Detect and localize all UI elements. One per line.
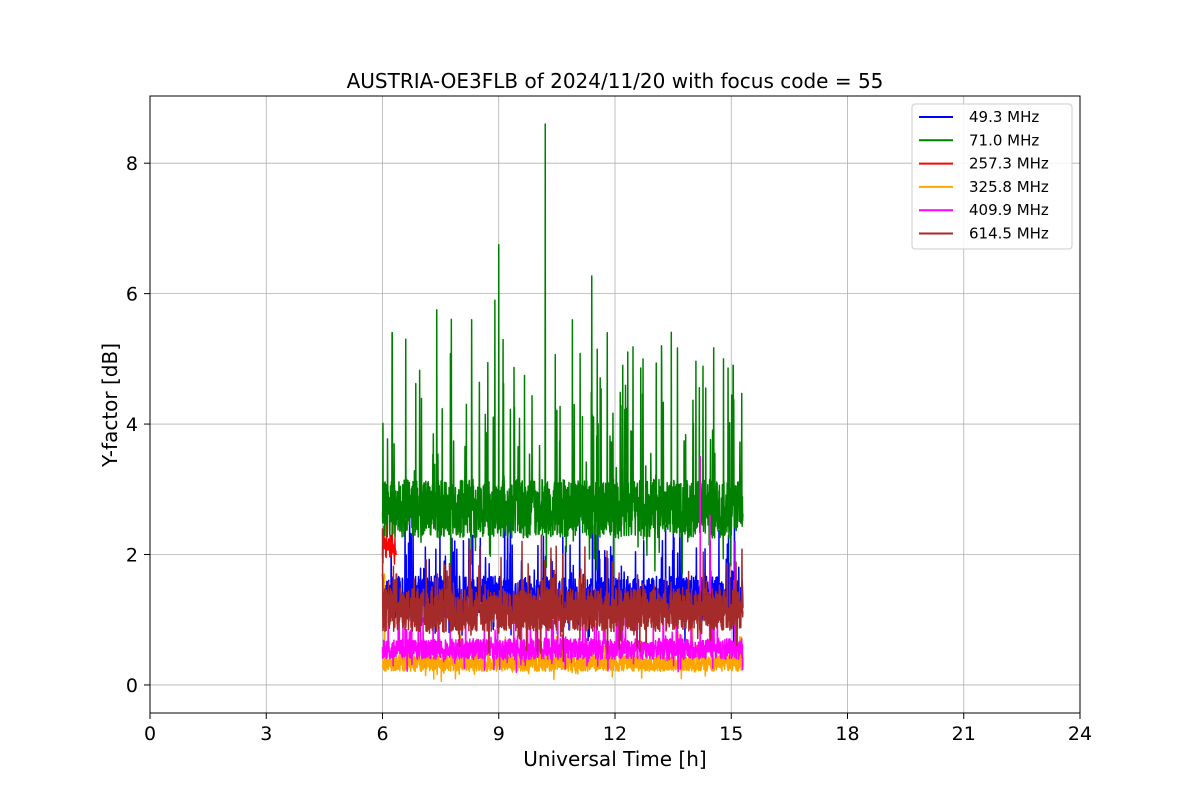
y-tick-label: 4 (126, 414, 138, 436)
y-axis-label: Y-factor [dB] (98, 343, 122, 468)
legend-label: 325.8 MHz (969, 178, 1049, 196)
x-tick-label: 6 (376, 723, 388, 745)
x-tick-label: 18 (835, 723, 859, 745)
legend: 49.3 MHz 71.0 MHz 257.3 MHz 325.8 MHz 40… (911, 103, 1073, 250)
chart-title: AUSTRIA-OE3FLB of 2024/11/20 with focus … (347, 69, 884, 93)
series-line-5 (381, 528, 744, 663)
y-tick-label: 0 (126, 675, 138, 697)
series-layer (381, 123, 744, 683)
x-tick-label: 0 (144, 723, 156, 745)
x-tick-label: 24 (1068, 723, 1092, 745)
x-axis-label: Universal Time [h] (523, 747, 706, 771)
y-tick-label: 6 (126, 284, 138, 306)
x-tick-label: 12 (603, 723, 627, 745)
x-tick-label: 15 (719, 723, 743, 745)
x-tick-label: 21 (952, 723, 976, 745)
legend-label: 49.3 MHz (969, 108, 1039, 126)
legend-label: 71.0 MHz (969, 131, 1039, 149)
y-tick-label: 2 (126, 545, 138, 567)
series-line-2 (381, 517, 397, 565)
legend-label: 409.9 MHz (969, 201, 1049, 219)
legend-label: 614.5 MHz (969, 225, 1049, 243)
legend-label: 257.3 MHz (969, 155, 1049, 173)
x-tick-label: 9 (493, 723, 505, 745)
x-tick-label: 3 (260, 723, 272, 745)
series-line-1 (381, 123, 744, 578)
y-tick-label: 8 (126, 153, 138, 175)
